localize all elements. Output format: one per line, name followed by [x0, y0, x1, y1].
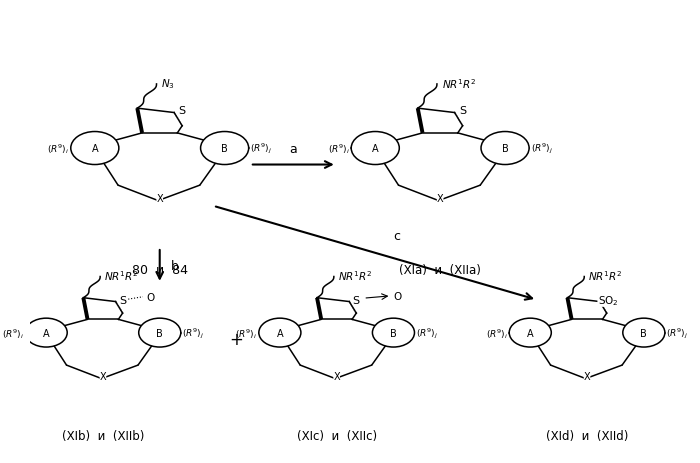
- Text: O: O: [393, 291, 402, 301]
- Text: X: X: [333, 371, 340, 382]
- Text: (XIc)  и  (XIIc): (XIc) и (XIIc): [297, 429, 377, 442]
- Text: B: B: [390, 328, 397, 338]
- Circle shape: [372, 319, 414, 347]
- Text: $NR^1R^2$: $NR^1R^2$: [338, 269, 372, 283]
- Text: X: X: [584, 371, 590, 382]
- Text: B: B: [156, 328, 163, 338]
- Circle shape: [509, 319, 552, 347]
- Circle shape: [139, 319, 181, 347]
- Text: X: X: [99, 371, 106, 382]
- Text: (XId)  и  (XIId): (XId) и (XIId): [546, 429, 628, 442]
- Text: $(R^9)_i$: $(R^9)_i$: [486, 326, 508, 340]
- Text: +: +: [230, 330, 244, 348]
- Text: a: a: [289, 143, 297, 156]
- Text: S: S: [459, 106, 466, 116]
- Text: $(R^9)_i$: $(R^9)_i$: [235, 326, 258, 340]
- Text: $(R^9)_i$: $(R^9)_i$: [47, 142, 69, 156]
- Circle shape: [25, 319, 67, 347]
- Text: $(R^9)_i$: $(R^9)_i$: [1, 326, 24, 340]
- Text: S: S: [119, 295, 126, 305]
- Circle shape: [351, 132, 399, 165]
- Text: $(R^9)_i$: $(R^9)_i$: [328, 142, 349, 156]
- Text: B: B: [221, 144, 228, 154]
- Text: O: O: [146, 292, 155, 302]
- Text: 80  и  84: 80 и 84: [132, 264, 188, 277]
- Text: S: S: [178, 106, 186, 116]
- Text: B: B: [502, 144, 508, 154]
- Text: A: A: [372, 144, 379, 154]
- Text: A: A: [92, 144, 98, 154]
- Text: $(R^9)_j$: $(R^9)_j$: [251, 142, 272, 156]
- Text: $NR^1R^2$: $NR^1R^2$: [589, 269, 623, 283]
- Circle shape: [71, 132, 119, 165]
- Text: $(R^9)_j$: $(R^9)_j$: [416, 325, 438, 340]
- Text: B: B: [640, 328, 648, 338]
- Text: (XIa)  и  (XIIa): (XIa) и (XIIa): [399, 264, 481, 277]
- Text: $NR^1R^2$: $NR^1R^2$: [104, 269, 139, 283]
- Text: X: X: [437, 194, 444, 203]
- Text: A: A: [527, 328, 533, 338]
- Text: X: X: [156, 194, 163, 203]
- Circle shape: [259, 319, 301, 347]
- Circle shape: [623, 319, 665, 347]
- Circle shape: [201, 132, 248, 165]
- Text: $(R^9)_j$: $(R^9)_j$: [666, 325, 688, 340]
- Text: $N_3$: $N_3$: [161, 77, 175, 91]
- Text: $NR^1R^2$: $NR^1R^2$: [442, 77, 476, 91]
- Text: $(R^9)_j$: $(R^9)_j$: [531, 142, 553, 156]
- Text: b: b: [171, 259, 179, 272]
- Text: A: A: [43, 328, 50, 338]
- Circle shape: [481, 132, 529, 165]
- Text: (XIb)  и  (XIIb): (XIb) и (XIIb): [62, 429, 144, 442]
- Text: SO$_2$: SO$_2$: [598, 293, 618, 307]
- Text: c: c: [393, 230, 400, 243]
- Text: S: S: [353, 295, 360, 305]
- Text: A: A: [276, 328, 284, 338]
- Text: $(R^9)_j$: $(R^9)_j$: [182, 325, 204, 340]
